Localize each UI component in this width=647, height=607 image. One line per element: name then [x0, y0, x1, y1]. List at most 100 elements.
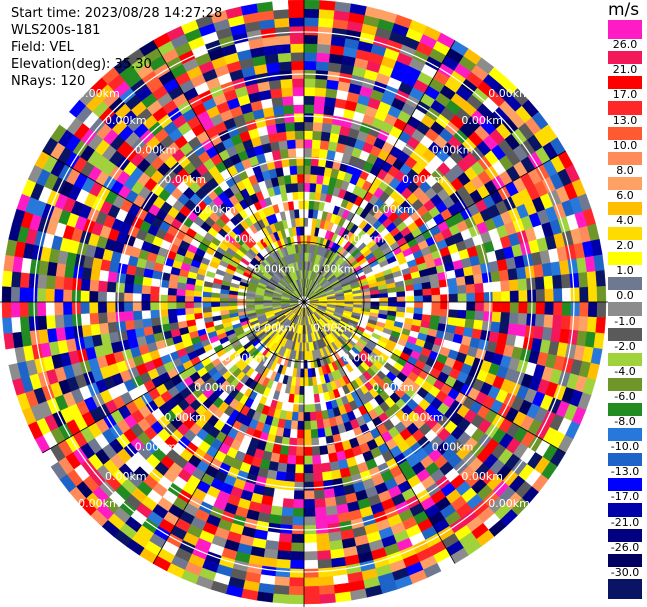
- velocity-gate: [543, 275, 554, 290]
- velocity-gate: [319, 139, 330, 151]
- velocity-gate: [201, 296, 212, 303]
- velocity-gate: [295, 226, 301, 236]
- velocity-gate: [289, 559, 305, 570]
- velocity-gate: [298, 394, 305, 405]
- velocity-gate: [296, 429, 305, 439]
- range-ring-label: 0.00km: [461, 470, 503, 483]
- velocity-gate: [236, 301, 246, 306]
- velocity-gate: [292, 86, 305, 97]
- velocity-gate: [19, 286, 29, 303]
- velocity-gate: [322, 113, 334, 125]
- velocity-gate: [272, 105, 285, 116]
- velocity-gate: [284, 480, 295, 491]
- velocity-gate: [303, 360, 308, 370]
- velocity-gate: [430, 280, 441, 289]
- range-ring-label: 0.00km: [194, 203, 236, 216]
- velocity-gate: [294, 472, 305, 483]
- velocity-gate: [272, 488, 285, 499]
- velocity-gate: [319, 593, 336, 604]
- velocity-gate: [294, 464, 305, 474]
- velocity-gate: [290, 420, 299, 430]
- velocity-gate: [245, 301, 255, 306]
- velocity-gate: [1, 285, 12, 303]
- velocity-gate: [123, 282, 134, 294]
- range-ring-label: 0.00km: [78, 87, 120, 100]
- azimuth-line: [152, 301, 305, 564]
- velocity-gate: [277, 52, 292, 63]
- velocity-gate: [303, 139, 313, 149]
- velocity-gate: [311, 139, 322, 150]
- velocity-gate: [141, 309, 152, 320]
- velocity-gate: [294, 121, 305, 132]
- velocity-gate: [465, 310, 476, 321]
- velocity-gate: [80, 278, 91, 292]
- velocity-gate: [324, 96, 337, 108]
- colorbar-tick-label: 4.0: [608, 215, 642, 228]
- velocity-gate: [303, 394, 310, 405]
- velocity-gate: [279, 148, 290, 159]
- velocity-gate: [543, 314, 554, 329]
- velocity-gate: [314, 87, 327, 98]
- velocity-gate: [291, 182, 299, 193]
- velocity-gate: [303, 17, 320, 27]
- velocity-gate: [269, 141, 281, 152]
- velocity-gate: [81, 324, 92, 338]
- velocity-gate: [81, 266, 92, 280]
- velocity-gate: [317, 558, 333, 570]
- velocity-gate: [294, 130, 305, 140]
- velocity-gate: [466, 292, 476, 303]
- velocity-gate: [297, 173, 305, 184]
- velocity-gate: [193, 295, 203, 303]
- velocity-gate: [288, 577, 305, 587]
- velocity-gate: [298, 199, 305, 210]
- velocity-gate: [210, 296, 221, 303]
- velocity-gate: [143, 325, 154, 337]
- velocity-gate: [271, 96, 284, 108]
- velocity-gate: [535, 301, 546, 315]
- velocity-gate: [587, 301, 598, 318]
- range-ring-label: 0.00km: [164, 411, 206, 424]
- velocity-gate: [98, 322, 110, 335]
- velocity-gate: [474, 292, 485, 303]
- velocity-gate: [274, 567, 291, 578]
- velocity-gate: [290, 174, 299, 184]
- velocity-gate: [316, 541, 331, 552]
- velocity-gate: [518, 290, 528, 303]
- velocity-gate: [256, 1, 274, 13]
- velocity-gate: [281, 87, 294, 98]
- colorbar-tick-label: -10.0: [608, 441, 642, 454]
- velocity-gate: [285, 130, 296, 141]
- velocity-gate: [27, 301, 38, 317]
- velocity-gate: [455, 317, 467, 328]
- velocity-gate: [228, 305, 238, 311]
- velocity-gate: [552, 314, 563, 330]
- velocity-gate: [149, 301, 160, 311]
- velocity-gate: [578, 316, 589, 332]
- velocity-gate: [2, 270, 13, 287]
- velocity-gate: [293, 490, 305, 500]
- velocity-gate: [379, 297, 389, 303]
- velocity-gate: [534, 276, 545, 291]
- velocity-gate: [492, 301, 502, 313]
- velocity-gate: [517, 312, 528, 326]
- velocity-gate: [10, 316, 22, 333]
- velocity-gate: [272, 0, 289, 11]
- velocity-gate: [431, 294, 441, 303]
- velocity-gate: [123, 310, 134, 322]
- velocity-gate: [288, 17, 305, 27]
- velocity-gate: [89, 323, 101, 336]
- velocity-gate: [595, 317, 606, 334]
- velocity-gate: [303, 0, 321, 10]
- velocity-gate: [300, 234, 305, 244]
- velocity-gate: [318, 445, 329, 456]
- velocity-gate: [464, 318, 475, 330]
- velocity-gate: [278, 453, 289, 465]
- velocity-gate: [284, 113, 295, 124]
- range-ring-label: 0.00km: [164, 173, 206, 186]
- velocity-gate: [167, 294, 177, 303]
- velocity-gate: [313, 113, 324, 124]
- velocity-gate: [560, 315, 572, 331]
- velocity-gate: [593, 254, 605, 272]
- velocity-gate: [295, 455, 305, 465]
- azimuth-line: [303, 40, 456, 303]
